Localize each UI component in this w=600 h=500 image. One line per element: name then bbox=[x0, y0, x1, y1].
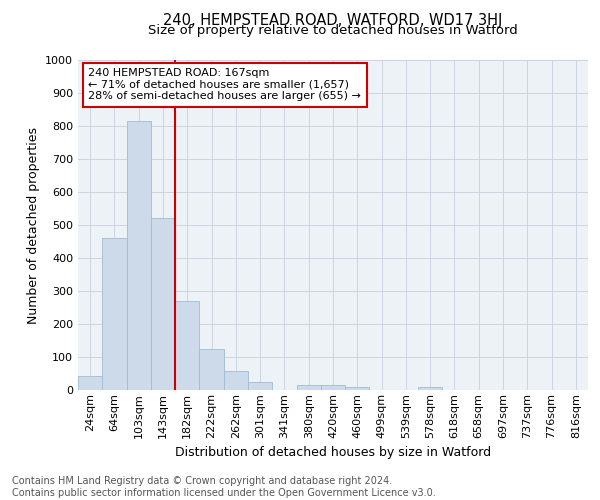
Bar bbox=[175, 301, 199, 390]
Bar bbox=[345, 386, 370, 390]
Bar bbox=[248, 382, 272, 390]
Bar bbox=[127, 121, 151, 390]
X-axis label: Distribution of detached houses by size in Watford: Distribution of detached houses by size … bbox=[175, 446, 491, 459]
Bar bbox=[224, 371, 248, 390]
Bar bbox=[151, 218, 175, 390]
Y-axis label: Number of detached properties: Number of detached properties bbox=[26, 126, 40, 324]
Text: 240 HEMPSTEAD ROAD: 167sqm
← 71% of detached houses are smaller (1,657)
28% of s: 240 HEMPSTEAD ROAD: 167sqm ← 71% of deta… bbox=[88, 68, 361, 102]
Bar bbox=[78, 376, 102, 390]
Bar bbox=[102, 238, 127, 390]
Text: Size of property relative to detached houses in Watford: Size of property relative to detached ho… bbox=[148, 24, 518, 37]
Text: Contains HM Land Registry data © Crown copyright and database right 2024.
Contai: Contains HM Land Registry data © Crown c… bbox=[12, 476, 436, 498]
Text: 240, HEMPSTEAD ROAD, WATFORD, WD17 3HJ: 240, HEMPSTEAD ROAD, WATFORD, WD17 3HJ bbox=[163, 12, 503, 28]
Bar bbox=[321, 385, 345, 390]
Bar bbox=[418, 388, 442, 390]
Bar bbox=[296, 385, 321, 390]
Bar bbox=[199, 349, 224, 390]
